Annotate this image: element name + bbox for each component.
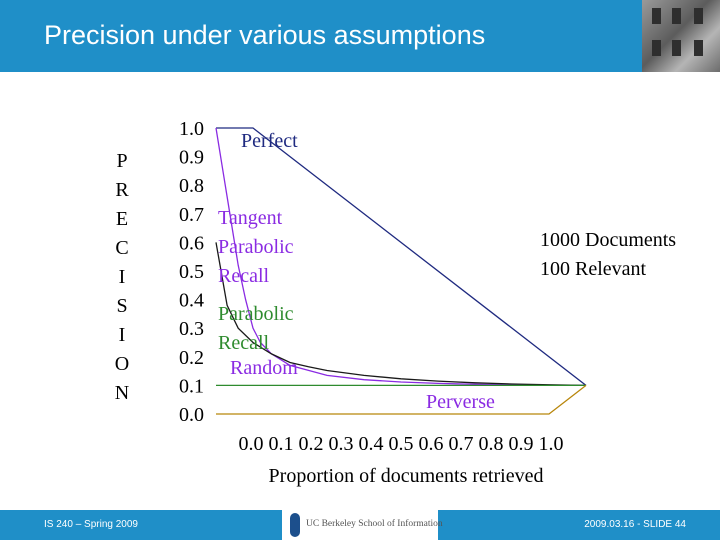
y-axis-title-letter: I	[118, 266, 126, 288]
berkeley-logo-mark-icon	[290, 513, 300, 537]
series-label-parabolic: Recall	[218, 332, 270, 354]
series-label-perfect: Perfect	[241, 130, 298, 152]
y-tick-label: 1.0	[179, 118, 204, 140]
series-line-parabolic-recall	[215, 242, 587, 387]
y-axis-title-letter: C	[115, 237, 129, 259]
slide-header: Precision under various assumptions	[0, 0, 720, 72]
y-tick-label: 0.3	[179, 318, 204, 340]
series-line-tangent-parabolic-recall	[215, 127, 587, 387]
series-line-perfect	[216, 127, 587, 386]
series-label-random: Random	[230, 357, 298, 379]
series-line-perverse	[216, 384, 587, 415]
series-label-parabolic: Parabolic	[218, 303, 294, 325]
y-axis-title-letter: N	[114, 382, 130, 404]
series-label-tangent: Tangent	[218, 207, 283, 229]
building-photo-icon	[642, 0, 720, 72]
series-label-perverse: Perverse	[426, 391, 495, 413]
x-axis-title: Proportion of documents retrieved	[269, 465, 544, 487]
series-label-tangent: Recall	[218, 265, 270, 287]
y-axis-title-letter: S	[116, 295, 128, 317]
y-axis-title: P R E C I S I O N	[112, 147, 132, 408]
y-tick-label: 0.5	[179, 261, 204, 283]
y-axis-title-letter: R	[115, 179, 129, 201]
y-tick-label: 0.4	[179, 290, 204, 312]
y-axis-title-letter: P	[116, 150, 128, 172]
slide-title: Precision under various assumptions	[44, 20, 486, 50]
slide-number: 2009.03.16 - SLIDE 44	[584, 519, 686, 530]
y-tick-label: 0.2	[179, 347, 204, 369]
course-label: IS 240 – Spring 2009	[44, 519, 138, 530]
x-tick-labels: 0.0 0.1 0.2 0.3 0.4 0.5 0.6 0.7 0.8 0.9 …	[239, 433, 564, 455]
y-tick-label: 0.0	[179, 404, 204, 426]
annotation-relevant: 100 Relevant	[540, 258, 647, 280]
school-logo-text: UC Berkeley School of Information	[306, 519, 443, 529]
y-tick-label: 0.8	[179, 175, 204, 197]
series-label-tangent: Parabolic	[218, 236, 294, 258]
y-tick-label: 0.1	[179, 375, 204, 397]
annotation-documents: 1000 Documents	[540, 229, 676, 251]
y-tick-label: 0.6	[179, 232, 204, 254]
y-tick-label: 0.7	[179, 204, 204, 226]
y-axis-title-letter: I	[118, 324, 126, 346]
school-logo: UC Berkeley School of Information	[282, 510, 443, 540]
y-axis-title-letter: O	[114, 353, 130, 375]
y-tick-label: 0.9	[179, 147, 204, 169]
y-axis-title-letter: E	[115, 208, 129, 230]
slide-footer: IS 240 – Spring 2009 UC Berkeley School …	[0, 510, 720, 540]
